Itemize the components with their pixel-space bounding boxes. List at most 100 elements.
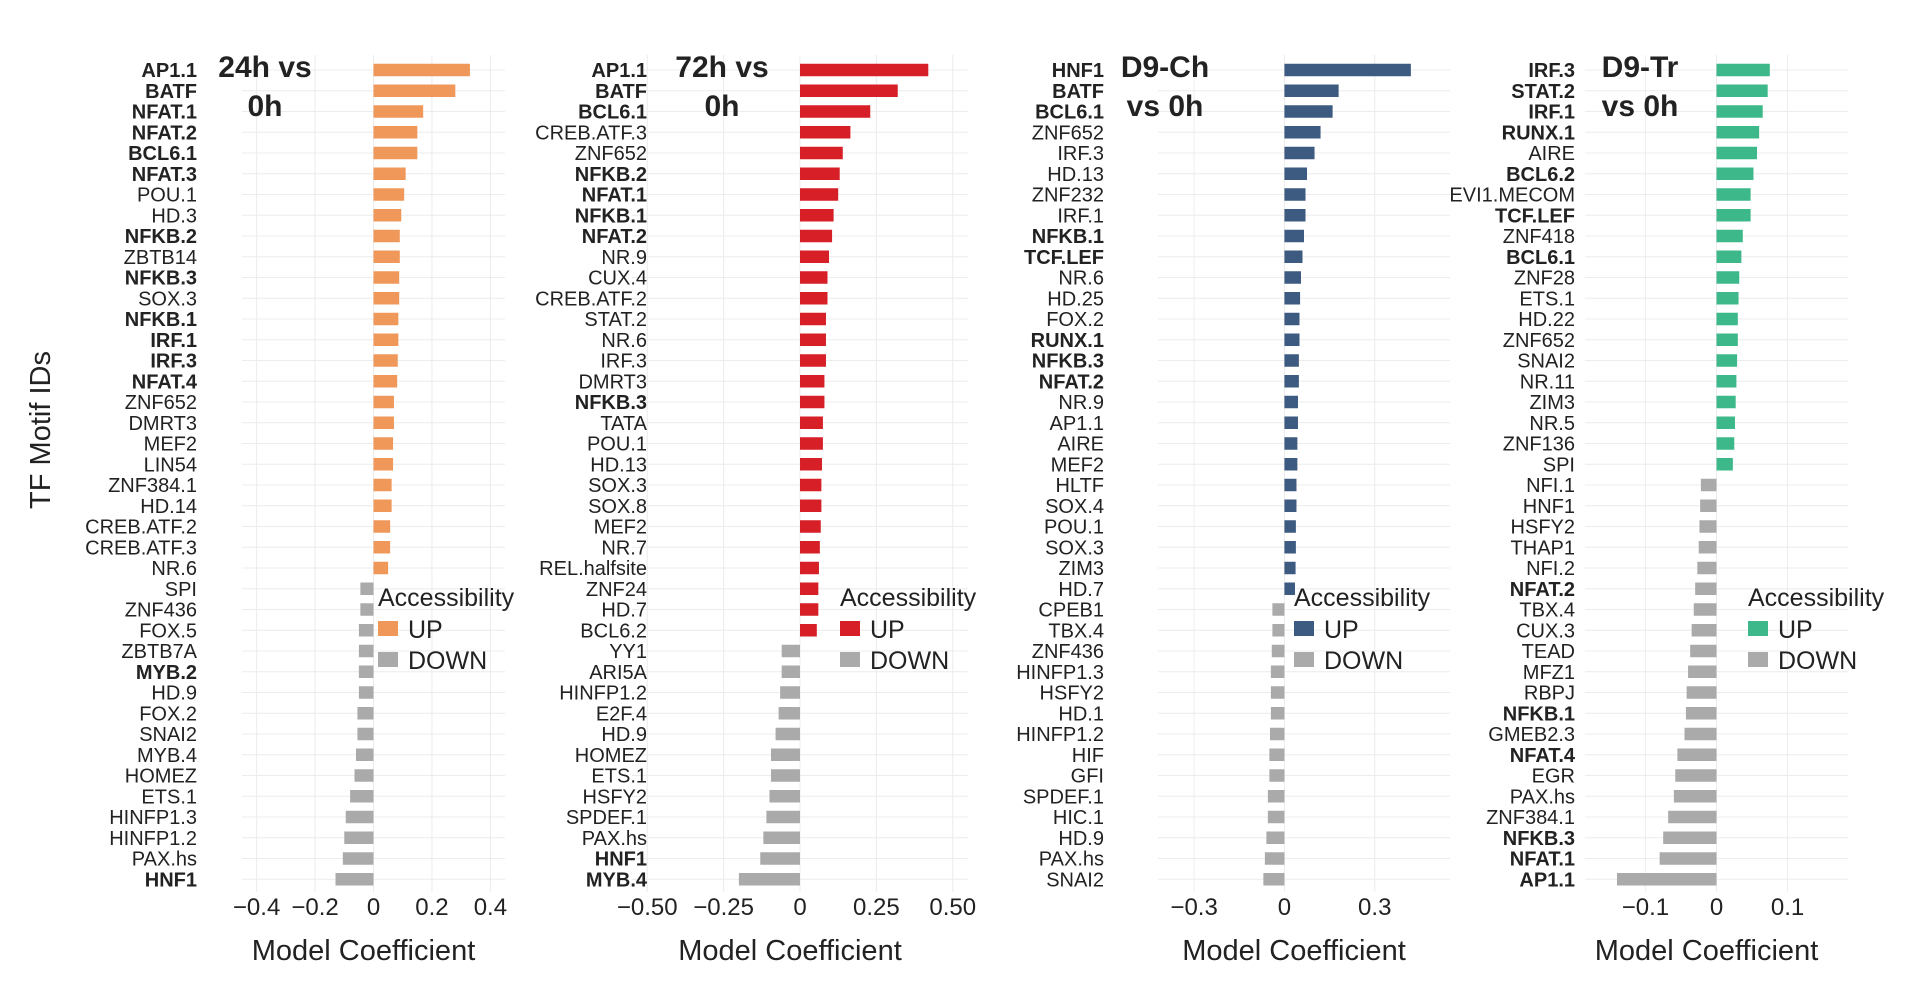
bar: [800, 582, 819, 595]
x-tick-label: 0: [367, 894, 380, 921]
bar: [800, 561, 819, 575]
bar: [1269, 769, 1285, 782]
category-label: HD.13: [1047, 164, 1104, 186]
category-label: FOX.2: [1046, 309, 1104, 331]
bar: [1716, 126, 1760, 139]
category-label: BCL6.1: [1506, 247, 1575, 269]
bar: [1284, 520, 1296, 533]
bar: [360, 603, 374, 616]
category-label: HD.13: [590, 454, 647, 476]
category-label: CPEB1: [1038, 600, 1104, 622]
category-label: CUX.4: [588, 268, 647, 290]
category-label: BATF: [145, 81, 197, 103]
category-label: BATF: [595, 81, 647, 103]
bar: [1688, 665, 1717, 678]
category-label: CUX.3: [1516, 620, 1575, 642]
bar: [1673, 790, 1717, 803]
category-label: ZIM3: [1529, 392, 1575, 414]
category-label: NR.9: [1058, 392, 1104, 414]
category-label: SNAI2: [1517, 351, 1575, 373]
bar: [1697, 561, 1717, 575]
category-label: HD.25: [1047, 288, 1104, 310]
bar: [1270, 665, 1285, 678]
category-label: NFAT.2: [1510, 579, 1575, 601]
bar: [373, 250, 400, 263]
bar: [373, 395, 394, 409]
category-label: MYB.4: [586, 869, 648, 891]
bar: [373, 541, 391, 554]
bar: [800, 478, 822, 492]
legend-title: Accessibility: [1294, 584, 1431, 612]
category-label: STAT.2: [584, 309, 647, 331]
bar: [373, 63, 470, 77]
bar: [763, 831, 800, 844]
category-label: SPI: [1543, 454, 1575, 476]
category-label: HSFY2: [1511, 517, 1575, 539]
bar: [760, 852, 800, 865]
category-label: HD.3: [151, 205, 197, 227]
bar: [775, 727, 800, 741]
bar: [1266, 831, 1285, 844]
bar: [1716, 354, 1738, 367]
bar: [1284, 105, 1333, 118]
category-label: BATF: [1052, 81, 1104, 103]
panel-title: vs 0h: [1602, 90, 1679, 123]
bar: [1263, 873, 1285, 886]
category-label: SPDEF.1: [566, 807, 647, 829]
bar: [1272, 624, 1285, 637]
category-label: HD.7: [1058, 579, 1104, 601]
bar: [1284, 416, 1298, 429]
bar: [800, 250, 830, 263]
bar: [770, 748, 800, 761]
bar: [1270, 707, 1285, 720]
panel-1: AP1.1BATFNFAT.1NFAT.2BCL6.1NFAT.3POU.1HD…: [85, 51, 515, 967]
category-label: IRF.1: [150, 330, 197, 352]
bar: [1284, 375, 1299, 388]
bar: [1716, 146, 1758, 160]
bar: [1716, 105, 1763, 118]
bar: [373, 209, 402, 222]
category-label: RUNX.1: [1031, 330, 1104, 352]
x-tick-label: −0.50: [617, 894, 678, 921]
category-label: LIN54: [144, 454, 197, 476]
bar: [1284, 292, 1301, 305]
legend: Accessibility UP DOWN: [378, 584, 515, 675]
category-label: TATA: [600, 413, 647, 435]
bar: [1284, 333, 1300, 346]
bar: [781, 665, 800, 678]
bar: [738, 873, 800, 886]
bar: [342, 852, 374, 865]
category-label: NFKB.3: [1503, 828, 1575, 850]
category-label: HSFY2: [1040, 683, 1104, 705]
bar: [1284, 84, 1339, 97]
x-axis-title: Model Coefficient: [1182, 935, 1406, 967]
category-label: MYB.4: [137, 745, 197, 767]
legend-label-up: UP: [408, 616, 443, 644]
category-label: HD.7: [601, 600, 647, 622]
category-label: NFKB.2: [125, 226, 197, 248]
category-label: NFAT.4: [132, 371, 198, 393]
bar: [1686, 686, 1717, 699]
bar: [800, 437, 823, 450]
category-label: IRF.1: [1057, 205, 1104, 227]
category-label: FOX.2: [139, 703, 197, 725]
category-label: ZNF418: [1503, 226, 1575, 248]
bar: [800, 541, 820, 554]
category-label: HLTF: [1055, 475, 1104, 497]
category-label: STAT.2: [1511, 81, 1575, 103]
legend-swatch-down: [840, 652, 860, 667]
category-label: ZNF436: [125, 600, 197, 622]
category-label: ZNF652: [1503, 330, 1575, 352]
bar: [1284, 229, 1304, 243]
category-label: PAX.hs: [1510, 786, 1575, 808]
bar: [373, 292, 400, 305]
legend: Accessibility UP DOWN: [840, 584, 977, 675]
legend-label-down: DOWN: [870, 647, 949, 675]
panel-3: HNF1BATFBCL6.1ZNF652IRF.3HD.13ZNF232IRF.…: [1016, 51, 1450, 967]
legend-title: Accessibility: [1748, 584, 1885, 612]
category-label: YY1: [609, 641, 647, 663]
bar: [800, 624, 817, 637]
bar: [1699, 520, 1717, 533]
bar: [1716, 333, 1738, 346]
y-axis-title: TF Motif IDs: [25, 351, 57, 509]
